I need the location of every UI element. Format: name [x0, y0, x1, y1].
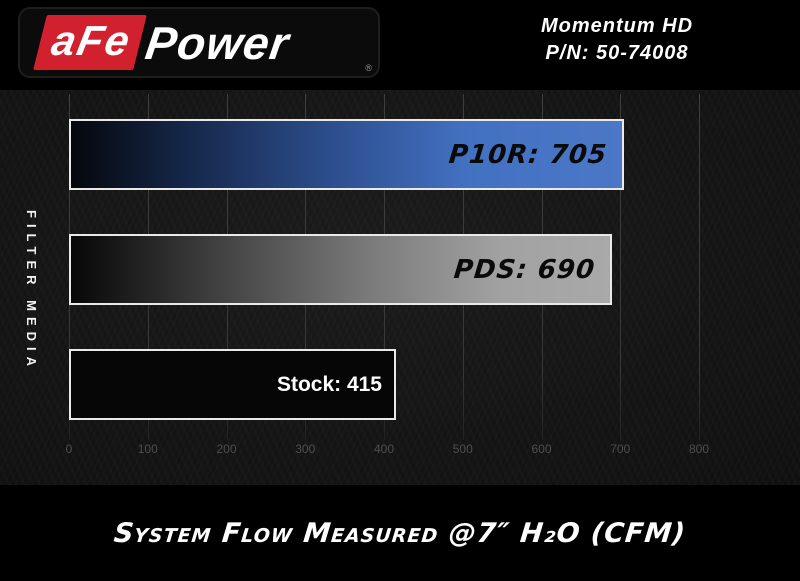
x-axis-tick-label: 300 [295, 442, 316, 456]
x-axis-tick-label: 800 [688, 442, 710, 456]
chart-title: System Flow Measured @7″ H₂O (CFM) [112, 517, 688, 549]
x-axis-tick-label: 500 [452, 442, 473, 456]
x-axis-tick-label: 600 [531, 442, 552, 456]
bar-value-label: P10R: 705 [447, 139, 609, 170]
logo-power-text: Power [142, 16, 294, 69]
bar-value-label: Stock: 415 [276, 372, 382, 396]
bar-stock: Stock: 415 [69, 349, 396, 420]
x-axis-tick-label: 100 [137, 442, 158, 456]
chart-area: FILTER MEDIA P10R: 705 PDS: 690 Stock: 4… [0, 90, 800, 485]
x-axis-tick-label: 0 [65, 442, 73, 456]
registered-mark-icon: ® [365, 63, 372, 73]
product-info: Momentum HD P/N: 50-74008 [467, 13, 767, 67]
gridline [620, 94, 622, 440]
header: aFe Power ® Momentum HD P/N: 50-74008 [0, 0, 800, 90]
y-axis-label: FILTER MEDIA [24, 210, 39, 373]
bar-p10r: P10R: 705 [69, 119, 624, 190]
x-axis-tick-label: 200 [216, 442, 237, 456]
logo-afe-text: aFe [47, 17, 136, 64]
product-name: Momentum HD [540, 15, 694, 37]
afe-power-logo: aFe Power ® [18, 7, 380, 78]
gridline [699, 94, 700, 440]
part-number: P/N: 50-74008 [545, 42, 689, 64]
x-axis-tick-label: 400 [373, 442, 395, 456]
x-axis-tick-label: 700 [610, 442, 631, 456]
logo-afe-red-badge: aFe [33, 15, 148, 70]
footer: System Flow Measured @7″ H₂O (CFM) [0, 485, 800, 581]
bar-pds: PDS: 690 [69, 234, 612, 305]
bar-value-label: PDS: 690 [452, 254, 597, 285]
